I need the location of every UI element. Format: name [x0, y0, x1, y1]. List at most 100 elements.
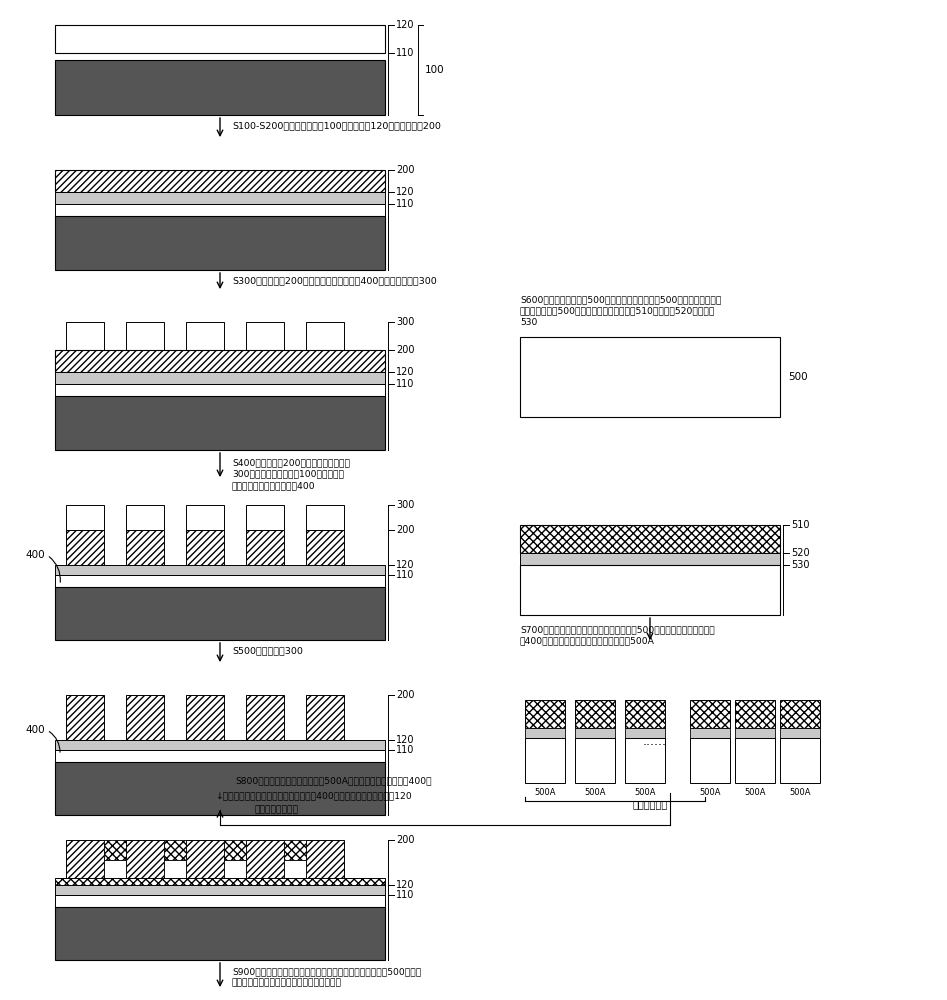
Bar	[55, 170, 385, 192]
Bar	[55, 895, 385, 907]
Bar	[690, 700, 730, 728]
Text: 120: 120	[396, 187, 415, 197]
Text: 500A: 500A	[699, 788, 721, 797]
Text: 120: 120	[396, 20, 415, 30]
Bar	[735, 738, 775, 783]
Text: 200: 200	[396, 690, 415, 700]
Bar	[520, 337, 780, 417]
Text: 110: 110	[396, 745, 415, 755]
Text: S800、将各个所述电光晶体切片500A转移至所述目标凹槽阵列400中: S800、将各个所述电光晶体切片500A转移至所述目标凹槽阵列400中	[235, 776, 432, 785]
Text: 200: 200	[396, 835, 415, 845]
Bar	[780, 738, 820, 783]
Bar	[690, 738, 730, 783]
Text: 300: 300	[396, 500, 415, 510]
Bar	[55, 350, 385, 372]
Bar	[575, 700, 615, 728]
Bar	[66, 505, 104, 530]
Bar	[66, 695, 104, 740]
Bar	[55, 60, 385, 115]
Text: 400: 400	[26, 725, 45, 735]
Text: S500、去除掩膜300: S500、去除掩膜300	[232, 647, 303, 656]
Text: 120: 120	[396, 735, 415, 745]
Bar	[55, 192, 385, 204]
Bar	[186, 840, 224, 885]
Bar	[126, 695, 164, 740]
Bar	[55, 25, 385, 53]
Bar	[164, 860, 186, 878]
Bar	[780, 700, 820, 728]
Text: 500A: 500A	[789, 788, 811, 797]
Text: 电光晶体切片: 电光晶体切片	[633, 799, 668, 809]
Bar	[284, 840, 306, 860]
Bar	[525, 728, 565, 738]
Bar	[55, 372, 385, 384]
Text: S100-S200、准备支撑基板100，在隔离层120上制备电极层200: S100-S200、准备支撑基板100，在隔离层120上制备电极层200	[232, 121, 441, 130]
Bar	[735, 728, 775, 738]
Text: 500A: 500A	[634, 788, 655, 797]
Bar	[306, 840, 344, 885]
Bar	[55, 384, 385, 396]
Bar	[55, 878, 385, 886]
Bar	[246, 505, 284, 530]
Bar	[104, 840, 126, 860]
Text: S400、由电极层200表面没有被所述掩膜
300覆盖区域向支撑基板100方向刻蚀第
一深度，形成目标凹槽阵列400: S400、由电极层200表面没有被所述掩膜 300覆盖区域向支撑基板100方向刻…	[232, 458, 350, 490]
Bar	[55, 565, 385, 575]
Bar	[306, 505, 344, 530]
Bar	[126, 505, 164, 530]
Text: ↓对应的凹槽内、且与所述目标凹槽阵列400中对应的凹槽内的隔离层120: ↓对应的凹槽内、且与所述目标凹槽阵列400中对应的凹槽内的隔离层120	[215, 791, 412, 800]
Bar	[625, 700, 665, 728]
Text: S700、切割进行离子注入后的电光晶体基片500，得到与所述目标凹槽阵
列400中各凹槽尺寸相匹配的电光晶体切片500A: S700、切割进行离子注入后的电光晶体基片500，得到与所述目标凹槽阵 列400…	[520, 625, 715, 645]
Text: 520: 520	[791, 548, 810, 558]
Text: S600、由电光晶体基片500工艺面向电光晶体基片500内进行离子注入，
将电光晶体基片500依次分为电光晶体薄膜层510、分离层520和余质层
530: S600、由电光晶体基片500工艺面向电光晶体基片500内进行离子注入， 将电光…	[520, 295, 722, 327]
Bar	[690, 728, 730, 738]
Bar	[55, 396, 385, 450]
Bar	[55, 762, 385, 815]
Text: 120: 120	[396, 560, 415, 570]
Text: 120: 120	[396, 880, 415, 890]
Bar	[55, 204, 385, 216]
Text: 110: 110	[396, 570, 415, 580]
Bar	[55, 216, 385, 270]
Bar	[520, 525, 780, 553]
Bar	[520, 553, 780, 565]
Text: 500A: 500A	[534, 788, 556, 797]
Text: 500: 500	[788, 372, 808, 382]
Text: 500A: 500A	[744, 788, 766, 797]
Text: 120: 120	[396, 367, 415, 377]
Bar	[780, 728, 820, 738]
Bar	[55, 907, 385, 960]
Text: 300: 300	[396, 317, 415, 327]
Bar	[186, 322, 224, 350]
Bar	[625, 728, 665, 738]
Bar	[306, 322, 344, 350]
Bar	[575, 738, 615, 783]
Bar	[104, 860, 126, 878]
Bar	[186, 695, 224, 740]
Bar	[246, 840, 284, 885]
Text: 110: 110	[396, 48, 415, 58]
Text: 200: 200	[396, 345, 415, 355]
Bar	[525, 700, 565, 728]
Text: 200: 200	[396, 165, 415, 175]
Bar	[625, 738, 665, 783]
Bar	[66, 530, 104, 565]
Bar	[575, 728, 615, 738]
Bar	[55, 740, 385, 750]
Text: S300、在电极层200上制备与目标凹槽阵列400图案相反的掩膜300: S300、在电极层200上制备与目标凹槽阵列400图案相反的掩膜300	[232, 276, 437, 286]
Bar	[164, 840, 186, 860]
Text: ......: ......	[643, 735, 667, 748]
Bar	[186, 505, 224, 530]
Bar	[246, 530, 284, 565]
Bar	[306, 530, 344, 565]
Text: 500A: 500A	[584, 788, 606, 797]
Bar	[284, 860, 306, 878]
Bar	[224, 840, 246, 860]
Text: 510: 510	[791, 520, 810, 530]
Bar	[306, 695, 344, 740]
Bar	[525, 738, 565, 783]
Bar	[224, 860, 246, 878]
Bar	[55, 885, 385, 895]
Text: 400: 400	[26, 550, 45, 560]
Bar	[520, 565, 780, 615]
Bar	[186, 530, 224, 565]
